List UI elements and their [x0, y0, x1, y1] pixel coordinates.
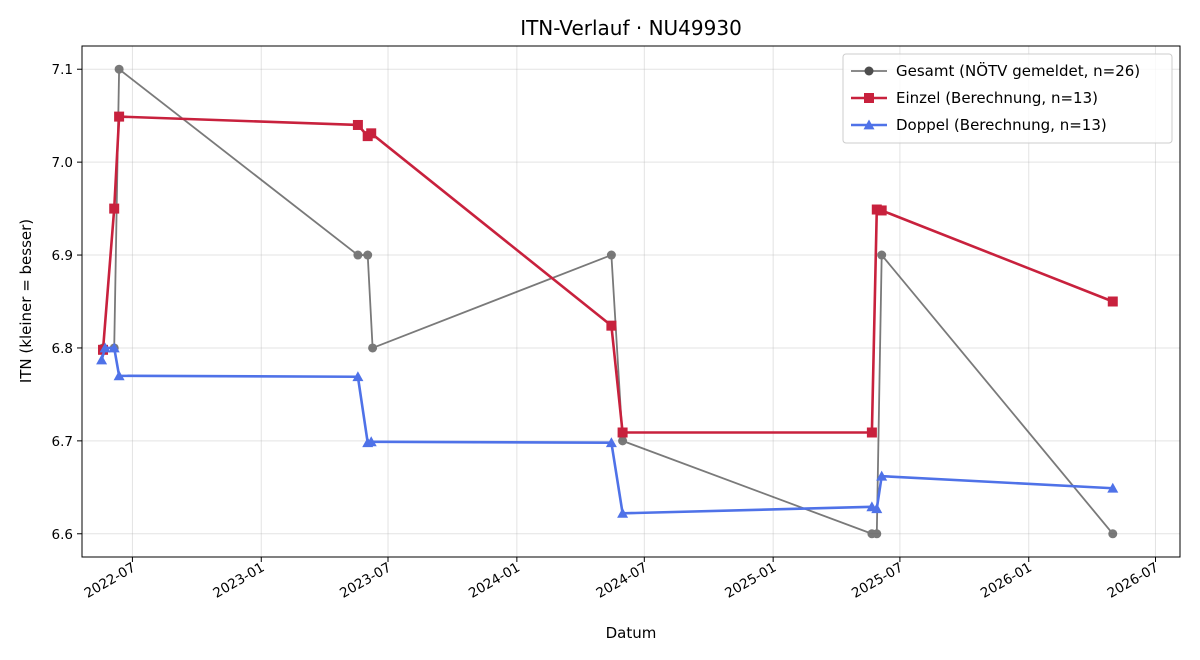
series-doppel-point	[871, 503, 883, 514]
legend-label: Einzel (Berechnung, n=13)	[896, 89, 1098, 107]
series-gesamt-point	[1108, 529, 1118, 539]
series-einzel-point	[876, 205, 887, 216]
y-axis-label: ITN (kleiner = besser)	[17, 219, 35, 383]
series-doppel-point	[108, 342, 120, 353]
legend-item-doppel: Doppel (Berechnung, n=13)	[851, 116, 1107, 134]
y-tick-label: 7.0	[52, 155, 73, 171]
series-doppel-point	[1107, 482, 1119, 493]
series-einzel-point	[606, 320, 617, 331]
series-einzel-point	[866, 427, 877, 438]
series-gesamt-point	[872, 529, 882, 539]
legend-marker	[864, 66, 874, 76]
legend-marker	[864, 93, 874, 103]
series-doppel	[96, 342, 1119, 518]
series-einzel-point	[617, 427, 628, 438]
y-tick-label: 6.6	[52, 527, 73, 543]
series-einzel-point	[114, 111, 125, 122]
y-tick-label: 7.1	[52, 62, 73, 78]
series-einzel-point	[366, 128, 377, 139]
series-doppel-point	[365, 436, 377, 447]
series-doppel-point	[99, 342, 111, 353]
legend-label: Doppel (Berechnung, n=13)	[896, 116, 1107, 134]
series-doppel-point	[617, 507, 629, 518]
series-doppel-point	[96, 354, 108, 365]
y-tick-label: 6.9	[52, 248, 73, 264]
series-einzel-point	[352, 119, 363, 130]
series-doppel-point	[605, 437, 617, 448]
series-gesamt-point	[363, 250, 373, 260]
series-gesamt-point	[114, 64, 124, 74]
y-axis: 6.6 6.7 6.8 6.9 7.0 7.1	[52, 62, 82, 543]
plot-frame	[81, 45, 1181, 558]
legend-item-einzel: Einzel (Berechnung, n=13)	[851, 89, 1098, 107]
series-gesamt-point	[606, 250, 616, 260]
series-gesamt-point	[877, 250, 887, 260]
series-einzel-point	[109, 203, 120, 214]
series-doppel-point	[352, 371, 364, 382]
x-axis-label: Datum	[606, 624, 657, 642]
legend-box	[842, 53, 1173, 144]
legend-item-gesamt: Gesamt (NÖTV gemeldet, n=26)	[851, 61, 1140, 80]
series-gesamt-point	[368, 343, 378, 353]
legend: Gesamt (NÖTV gemeldet, n=26) Einzel (Bere…	[842, 53, 1173, 144]
series-layer	[96, 64, 1119, 539]
grid	[82, 46, 1180, 557]
chart-title: ITN-Verlauf · NU49930	[520, 16, 742, 40]
series-doppel-point	[876, 470, 888, 481]
legend-label: Gesamt (NÖTV gemeldet, n=26)	[896, 61, 1140, 80]
series-doppel-point	[113, 370, 125, 381]
series-gesamt-point	[618, 436, 628, 446]
y-tick-label: 6.7	[52, 434, 73, 450]
series-einzel-point	[1107, 296, 1118, 307]
legend-marker	[863, 119, 875, 130]
series-gesamt-point	[353, 250, 363, 260]
y-tick-label: 6.8	[52, 341, 73, 357]
